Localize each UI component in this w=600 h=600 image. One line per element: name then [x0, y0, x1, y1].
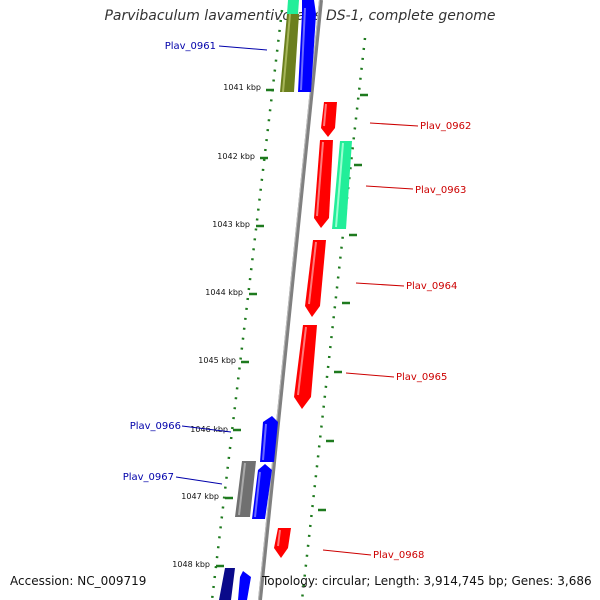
- gene-shine: [254, 471, 261, 518]
- gene-shine: [238, 462, 246, 516]
- leader-plav0965: [345, 372, 395, 378]
- gene-shine: [262, 423, 267, 461]
- topology-text: Topology: circular; Length: 3,914,745 bp…: [262, 574, 592, 588]
- gene-label-plav0964[interactable]: Plav_0964: [406, 281, 457, 292]
- gene-arrow-darkblue[interactable]: [219, 568, 235, 600]
- scale-label-1044: 1044 kbp: [205, 288, 243, 297]
- gene-shine: [300, 7, 306, 91]
- gene-label-plav0966[interactable]: Plav_0966: [130, 421, 181, 432]
- gene-arrow-green[interactable]: [287, 0, 299, 14]
- leader-plav0968: [322, 549, 372, 556]
- gene-shine: [297, 326, 307, 396]
- scale-label-1047: 1047 kbp: [181, 492, 219, 501]
- gene-label-plav0963[interactable]: Plav_0963: [415, 185, 466, 196]
- gene-shine: [282, 13, 291, 93]
- plus-strand-genes: [274, 102, 352, 558]
- leader-plav0961: [218, 45, 268, 51]
- right-scale-guide: [300, 37, 367, 600]
- leader-plav0962: [369, 122, 419, 127]
- gene-label-plav0968[interactable]: Plav_0968: [373, 550, 424, 561]
- leader-plav0966: [181, 425, 232, 433]
- gene-label-plav0962[interactable]: Plav_0962: [420, 121, 471, 132]
- gene-label-plav0967[interactable]: Plav_0967: [123, 472, 174, 483]
- scale-label-1048: 1048 kbp: [172, 560, 210, 569]
- leader-plav0967: [175, 476, 223, 485]
- genome-backbone-highlight: [258, 0, 320, 600]
- gene-labels: Plav_0961 Plav_0966 Plav_0967 Plav_0962 …: [123, 41, 472, 561]
- gene-shine: [277, 529, 281, 547]
- gene-shine: [308, 241, 317, 305]
- gene-shine: [335, 142, 344, 228]
- leader-plav0964: [355, 282, 405, 287]
- genome-backbone: [258, 0, 323, 600]
- gene-arrow-gray[interactable]: [235, 461, 256, 517]
- scale-label-1043: 1043 kbp: [212, 220, 250, 229]
- label-leader-lines: [175, 45, 419, 556]
- gene-shine: [316, 141, 324, 217]
- scale-label-1045: 1045 kbp: [198, 356, 236, 365]
- minus-strand-genes: [219, 0, 316, 600]
- scale-label-1042: 1042 kbp: [217, 152, 255, 161]
- gene-arrow-plav0968[interactable]: [274, 528, 291, 558]
- gene-shine: [323, 103, 327, 127]
- gene-arrow-plav0962[interactable]: [321, 102, 337, 137]
- accession-text: Accession: NC_009719: [10, 574, 147, 588]
- scale-ticks: [216, 88, 368, 568]
- gene-arrow-blue-bottom[interactable]: [238, 571, 251, 600]
- map-title: Parvibaculum lavamentivorans DS-1, compl…: [104, 8, 496, 24]
- scale-label-1041: 1041 kbp: [223, 83, 261, 92]
- leader-plav0963: [365, 185, 414, 190]
- gene-label-plav0965[interactable]: Plav_0965: [396, 372, 447, 383]
- gene-label-plav0961[interactable]: Plav_0961: [165, 41, 216, 52]
